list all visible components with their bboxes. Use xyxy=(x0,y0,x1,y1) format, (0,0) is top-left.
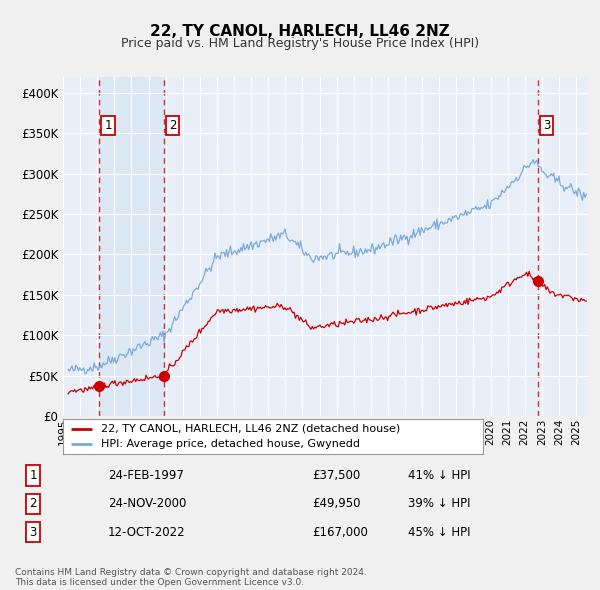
Text: 2: 2 xyxy=(169,119,176,132)
Text: 3: 3 xyxy=(29,526,37,539)
Text: £49,950: £49,950 xyxy=(312,497,361,510)
Text: HPI: Average price, detached house, Gwynedd: HPI: Average price, detached house, Gwyn… xyxy=(101,440,360,450)
Text: 45% ↓ HPI: 45% ↓ HPI xyxy=(408,526,470,539)
Text: This data is licensed under the Open Government Licence v3.0.: This data is licensed under the Open Gov… xyxy=(15,578,304,587)
Text: 24-FEB-1997: 24-FEB-1997 xyxy=(108,469,184,482)
Text: 12-OCT-2022: 12-OCT-2022 xyxy=(108,526,185,539)
Text: 39% ↓ HPI: 39% ↓ HPI xyxy=(408,497,470,510)
Text: 3: 3 xyxy=(543,119,550,132)
Text: Contains HM Land Registry data © Crown copyright and database right 2024.: Contains HM Land Registry data © Crown c… xyxy=(15,568,367,577)
Text: 41% ↓ HPI: 41% ↓ HPI xyxy=(408,469,470,482)
Text: £167,000: £167,000 xyxy=(312,526,368,539)
Bar xyxy=(100,77,164,416)
Text: 1: 1 xyxy=(104,119,112,132)
Text: 22, TY CANOL, HARLECH, LL46 2NZ (detached house): 22, TY CANOL, HARLECH, LL46 2NZ (detache… xyxy=(101,424,400,434)
Text: 2: 2 xyxy=(29,497,37,510)
Text: £37,500: £37,500 xyxy=(312,469,360,482)
Text: 1: 1 xyxy=(29,469,37,482)
Text: Price paid vs. HM Land Registry's House Price Index (HPI): Price paid vs. HM Land Registry's House … xyxy=(121,37,479,50)
Text: 24-NOV-2000: 24-NOV-2000 xyxy=(108,497,187,510)
Text: 22, TY CANOL, HARLECH, LL46 2NZ: 22, TY CANOL, HARLECH, LL46 2NZ xyxy=(150,24,450,38)
